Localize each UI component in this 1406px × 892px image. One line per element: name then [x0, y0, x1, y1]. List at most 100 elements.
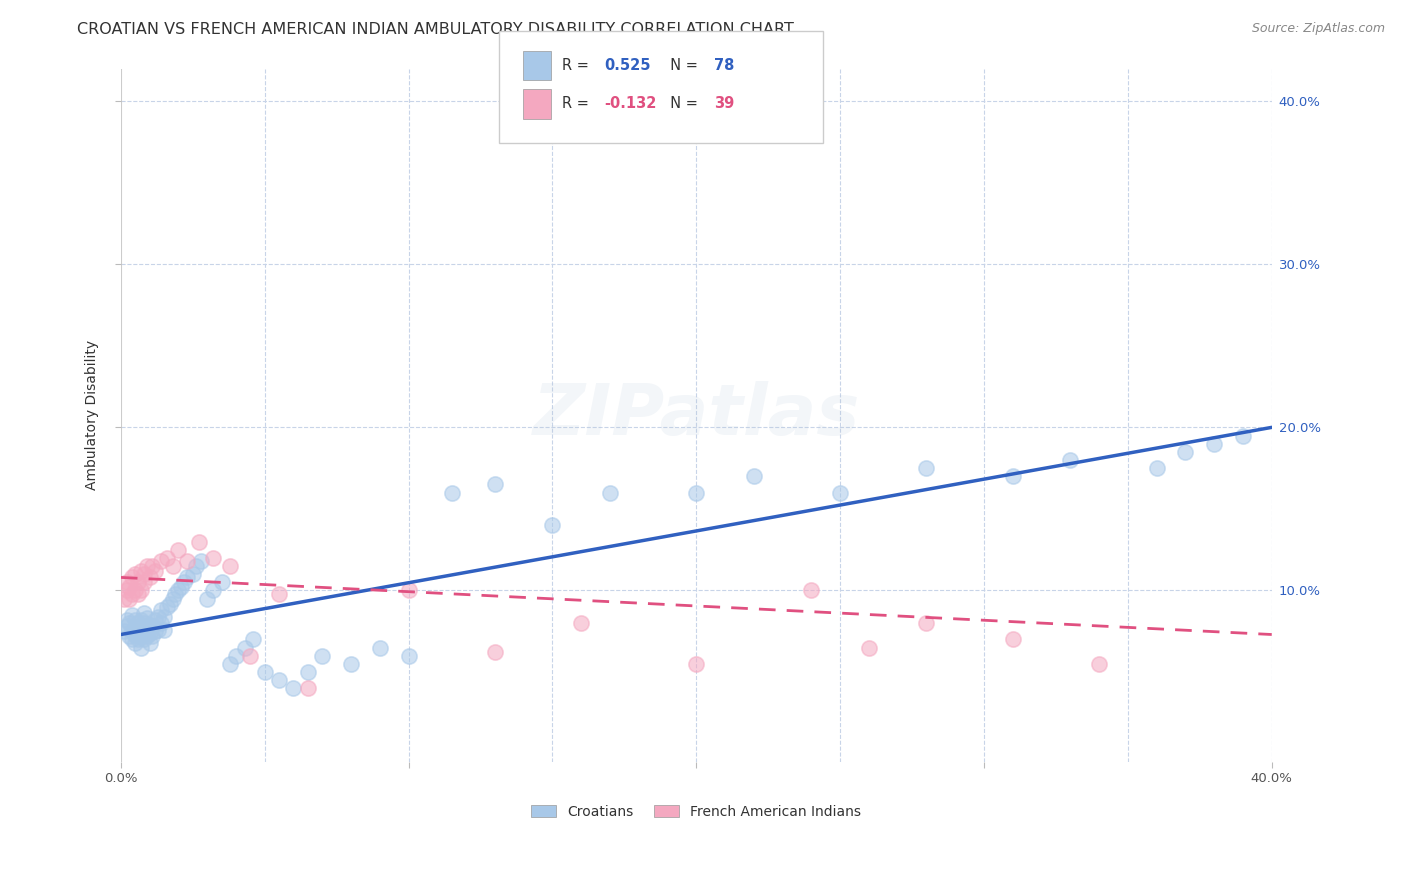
Point: [135, 611, 157, 625]
Point: [115, 583, 138, 598]
Point: [219, 559, 242, 574]
Point: [167, 542, 190, 557]
Text: Source: ZipAtlas.com: Source: ZipAtlas.com: [1251, 22, 1385, 36]
Point: [148, 609, 170, 624]
Text: 0.525: 0.525: [605, 58, 651, 73]
Point: [143, 613, 166, 627]
Point: [830, 485, 852, 500]
Point: [129, 564, 152, 578]
Point: [153, 623, 176, 637]
Point: [176, 554, 198, 568]
Point: [121, 570, 143, 584]
Text: R =: R =: [562, 96, 593, 112]
Point: [127, 632, 149, 647]
Point: [118, 580, 141, 594]
Point: [201, 550, 224, 565]
Point: [398, 648, 420, 663]
Point: [135, 559, 157, 574]
Text: N =: N =: [661, 96, 703, 112]
Point: [541, 518, 564, 533]
Point: [170, 580, 193, 594]
Point: [858, 640, 880, 655]
Point: [156, 599, 179, 614]
Text: 78: 78: [714, 58, 734, 73]
Point: [129, 640, 152, 655]
Point: [190, 554, 212, 568]
Point: [915, 616, 938, 631]
Point: [233, 640, 256, 655]
Text: 39: 39: [714, 96, 734, 112]
Point: [283, 681, 305, 696]
Point: [201, 583, 224, 598]
Point: [599, 485, 621, 500]
Point: [115, 575, 138, 590]
Point: [1232, 428, 1254, 442]
Point: [153, 609, 176, 624]
Point: [141, 629, 163, 643]
Point: [1204, 436, 1226, 450]
Point: [143, 564, 166, 578]
Point: [129, 619, 152, 633]
Legend: Croatians, French American Indians: Croatians, French American Indians: [526, 799, 868, 824]
Point: [173, 575, 195, 590]
Point: [112, 624, 135, 639]
Point: [121, 607, 143, 622]
Point: [127, 616, 149, 631]
Point: [219, 657, 242, 671]
Point: [181, 567, 204, 582]
Point: [138, 626, 160, 640]
Point: [118, 616, 141, 631]
Point: [398, 583, 420, 598]
Point: [484, 477, 506, 491]
Point: [135, 619, 157, 633]
Point: [112, 591, 135, 606]
Point: [253, 665, 276, 679]
Point: [129, 583, 152, 598]
Point: [150, 616, 173, 631]
Text: CROATIAN VS FRENCH AMERICAN INDIAN AMBULATORY DISABILITY CORRELATION CHART: CROATIAN VS FRENCH AMERICAN INDIAN AMBUL…: [77, 22, 794, 37]
Text: ZIPatlas: ZIPatlas: [533, 381, 860, 450]
Point: [124, 613, 146, 627]
Point: [132, 624, 155, 639]
Point: [132, 607, 155, 621]
Point: [132, 616, 155, 631]
Point: [143, 624, 166, 639]
Point: [141, 559, 163, 574]
Point: [127, 624, 149, 639]
Point: [118, 591, 141, 606]
Point: [115, 619, 138, 633]
Point: [239, 648, 262, 663]
Point: [484, 645, 506, 659]
Point: [167, 583, 190, 598]
Point: [915, 461, 938, 475]
Point: [135, 629, 157, 643]
Point: [156, 550, 179, 565]
Point: [1059, 453, 1081, 467]
Point: [162, 591, 184, 606]
Point: [150, 554, 173, 568]
Point: [1001, 632, 1024, 647]
Y-axis label: Ambulatory Disability: Ambulatory Disability: [86, 340, 100, 491]
Point: [242, 632, 264, 647]
Point: [311, 648, 333, 663]
Point: [176, 570, 198, 584]
Point: [569, 616, 592, 631]
Point: [297, 665, 319, 679]
Point: [138, 635, 160, 649]
Point: [132, 575, 155, 590]
Point: [165, 587, 187, 601]
Point: [184, 559, 207, 574]
Point: [1174, 445, 1197, 459]
Text: R =: R =: [562, 58, 593, 73]
Text: -0.132: -0.132: [605, 96, 657, 112]
Point: [129, 613, 152, 627]
Text: N =: N =: [661, 58, 703, 73]
Point: [440, 485, 463, 500]
Point: [685, 485, 707, 500]
Point: [195, 591, 218, 606]
Point: [118, 629, 141, 643]
Point: [1146, 461, 1168, 475]
Point: [187, 534, 209, 549]
Point: [148, 623, 170, 637]
Point: [121, 624, 143, 639]
